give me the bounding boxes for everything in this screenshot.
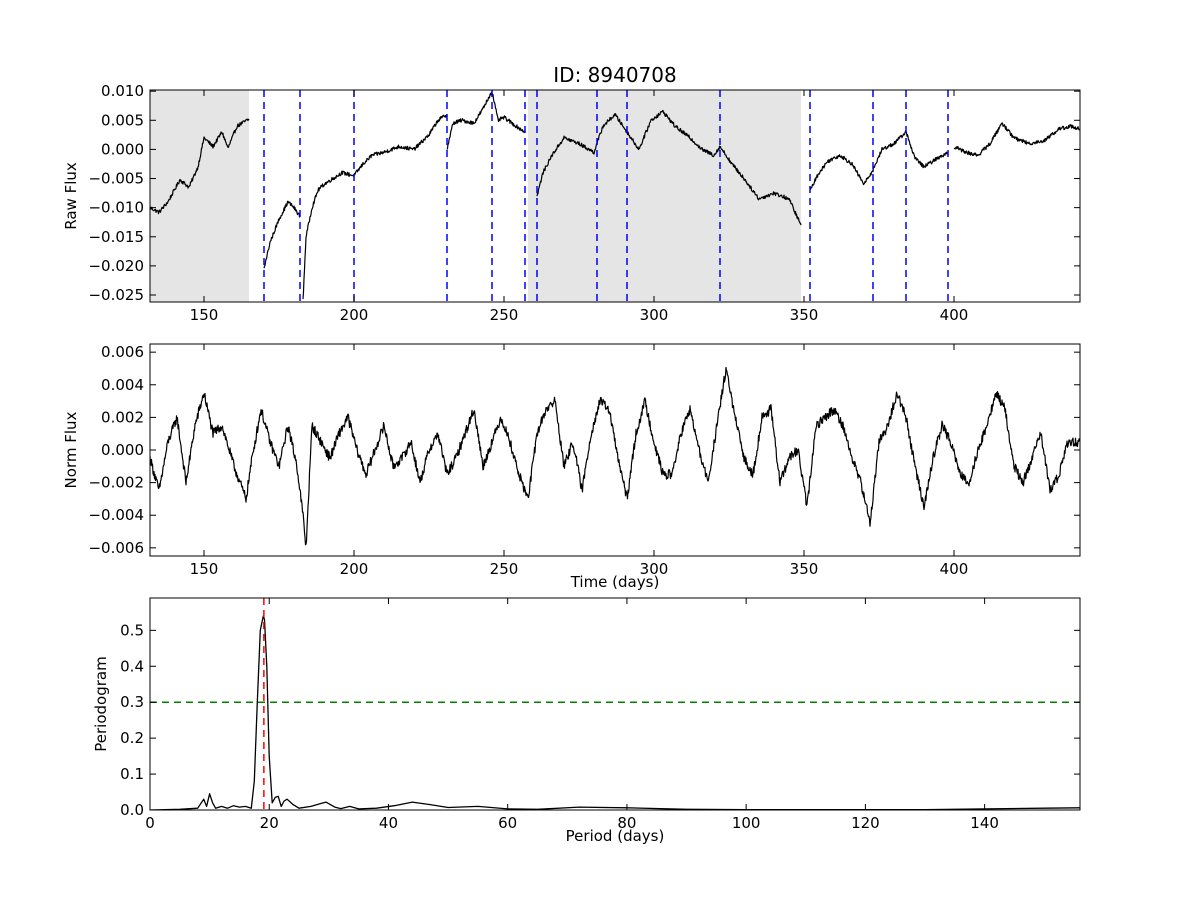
periodogram-x-tick-label-6: 120 — [851, 814, 880, 832]
periodogram-y-tick-label-5: 0.5 — [120, 621, 144, 639]
figure-title: ID: 8940708 — [553, 63, 676, 87]
periodogram-y-tick-label-2: 0.2 — [120, 729, 144, 747]
norm-flux-x-tick-label-5: 400 — [940, 560, 969, 578]
raw-flux-x-tick-label-3: 300 — [640, 306, 669, 324]
norm-flux-y-tick-label-0: 0.006 — [101, 343, 144, 361]
raw-flux-x-tick-label-2: 250 — [490, 306, 519, 324]
periodogram-x-tick-label-7: 140 — [970, 814, 999, 832]
norm-flux-y-tick-label-2: 0.002 — [101, 408, 144, 426]
raw-flux-x-tick-label-5: 400 — [940, 306, 969, 324]
norm-flux-y-tick-label-3: 0.000 — [101, 441, 144, 459]
periodogram-y-tick-label-0: 0.0 — [120, 801, 144, 819]
raw-flux-y-axis-label: Raw Flux — [62, 162, 80, 230]
norm-flux-x-tick-label-0: 150 — [190, 560, 219, 578]
norm-flux-y-axis-label: Norm Flux — [62, 411, 80, 488]
raw-flux-y-tick-label-1: 0.005 — [101, 111, 144, 129]
periodogram-y-tick-label-3: 0.3 — [120, 693, 144, 711]
raw-flux-shaded-region-1 — [528, 90, 801, 302]
periodogram-y-tick-label-4: 0.4 — [120, 657, 144, 675]
periodogram-x-axis-label: Period (days) — [566, 827, 665, 845]
raw-flux-x-tick-label-4: 350 — [790, 306, 819, 324]
raw-flux-y-tick-label-5: −0.015 — [88, 228, 144, 246]
raw-flux-shaded-region-0 — [150, 90, 249, 302]
periodogram-x-tick-label-1: 20 — [260, 814, 279, 832]
norm-flux-x-tick-label-2: 250 — [490, 560, 519, 578]
periodogram-x-tick-label-3: 60 — [498, 814, 517, 832]
raw-flux-y-tick-label-3: −0.005 — [88, 170, 144, 188]
periodogram-y-tick-label-1: 0.1 — [120, 765, 144, 783]
raw-flux-y-tick-label-4: −0.010 — [88, 199, 144, 217]
norm-flux-x-tick-label-1: 200 — [340, 560, 369, 578]
raw-flux-x-tick-label-0: 150 — [190, 306, 219, 324]
norm-flux-y-tick-label-5: −0.004 — [88, 506, 144, 524]
raw-flux-y-tick-label-7: −0.025 — [88, 286, 144, 304]
raw-flux-y-tick-label-0: 0.010 — [101, 82, 144, 100]
periodogram-x-tick-label-0: 0 — [145, 814, 155, 832]
raw-flux-x-tick-label-1: 200 — [340, 306, 369, 324]
raw-flux-y-tick-label-6: −0.020 — [88, 257, 144, 275]
periodogram-x-tick-label-5: 100 — [732, 814, 761, 832]
norm-flux-y-tick-label-6: −0.006 — [88, 539, 144, 557]
norm-flux-x-tick-label-4: 350 — [790, 560, 819, 578]
norm-flux-x-axis-label: Time (days) — [570, 573, 660, 591]
norm-flux-y-tick-label-1: 0.004 — [101, 376, 144, 394]
periodogram-y-axis-label: Periodogram — [92, 656, 110, 751]
norm-flux-y-tick-label-4: −0.002 — [88, 474, 144, 492]
periodogram-x-tick-label-2: 40 — [379, 814, 398, 832]
raw-flux-y-tick-label-2: 0.000 — [101, 140, 144, 158]
